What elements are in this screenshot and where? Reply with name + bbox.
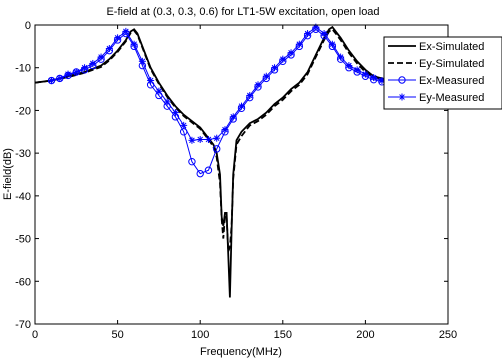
legend: Ex-Simulated Ey-Simulated Ex-Measured Ey-Me… bbox=[383, 36, 502, 110]
y-tick-label: -20 bbox=[15, 105, 31, 117]
data-point-ey-measured bbox=[97, 53, 105, 61]
x-tick-label: 50 bbox=[111, 329, 123, 341]
data-point-ey-measured bbox=[337, 53, 345, 61]
x-tick-label: 0 bbox=[32, 329, 38, 341]
data-point-ey-measured bbox=[204, 135, 212, 143]
y-tick-label: -70 bbox=[15, 319, 31, 331]
data-point-ey-measured bbox=[48, 77, 56, 85]
x-tick-label: 100 bbox=[191, 329, 209, 341]
legend-label-ex-simulated: Ex-Simulated bbox=[419, 41, 484, 53]
y-tick-label: 0 bbox=[25, 20, 31, 32]
data-point-ey-measured bbox=[279, 55, 287, 63]
data-point-ey-measured bbox=[320, 30, 328, 38]
x-axis-label: Frequency(MHz) bbox=[200, 346, 282, 358]
data-point-ey-measured bbox=[188, 136, 196, 144]
data-point-ey-measured bbox=[361, 70, 369, 78]
y-tick-label: -40 bbox=[15, 191, 31, 203]
data-point-ey-measured bbox=[262, 72, 270, 80]
axes-box bbox=[34, 24, 449, 325]
legend-label-ex-measured: Ex-Measured bbox=[419, 75, 484, 87]
data-point-ey-measured bbox=[287, 49, 295, 57]
y-tick-label: -60 bbox=[15, 276, 31, 288]
y-tick-label: -50 bbox=[15, 234, 31, 246]
data-point-ey-measured bbox=[271, 64, 279, 72]
legend-marker-ex-measured bbox=[398, 76, 406, 84]
data-point-ex-measured bbox=[188, 157, 196, 166]
legend-label-ey-simulated: Ey-Simulated bbox=[419, 58, 484, 70]
data-point-ex-measured bbox=[213, 145, 221, 153]
data-point-ey-measured bbox=[221, 126, 229, 134]
data-point-ey-measured bbox=[180, 121, 188, 129]
data-point-ey-measured bbox=[238, 102, 245, 110]
data-point-ey-measured bbox=[254, 81, 262, 89]
data-point-ey-measured bbox=[122, 27, 130, 35]
data-point-ey-measured bbox=[72, 68, 80, 76]
data-point-ey-measured bbox=[64, 70, 72, 78]
y-tick-label: -10 bbox=[15, 63, 31, 75]
data-point-ey-measured bbox=[89, 59, 97, 67]
x-axis: 0 50 100 150 200 250 bbox=[32, 25, 457, 341]
data-point-ey-measured bbox=[229, 113, 237, 121]
x-tick-label: 250 bbox=[439, 329, 457, 341]
data-point-ey-measured bbox=[163, 98, 171, 106]
data-point-ey-measured bbox=[196, 135, 204, 143]
x-tick-label: 200 bbox=[356, 329, 374, 341]
data-point-ey-measured bbox=[328, 40, 336, 48]
data-point-ey-measured bbox=[171, 109, 179, 117]
data-point-ey-measured bbox=[147, 77, 155, 85]
data-point-ex-measured bbox=[204, 166, 213, 174]
data-point-ey-measured bbox=[246, 91, 254, 99]
y-tick-label: -30 bbox=[15, 148, 31, 160]
data-point-ey-measured bbox=[130, 40, 138, 48]
chart-title: E-field at (0.3, 0.3, 0.6) for LT1-5W ex… bbox=[106, 6, 379, 18]
data-point-ey-measured bbox=[353, 66, 361, 74]
data-point-ey-measured bbox=[138, 57, 146, 65]
series-layer bbox=[34, 23, 399, 298]
data-point-ey-measured bbox=[213, 134, 221, 142]
data-point-ey-measured bbox=[304, 30, 312, 38]
plot-area bbox=[35, 25, 448, 324]
legend-marker-ey-measured bbox=[398, 93, 406, 101]
data-point-ey-measured bbox=[155, 87, 163, 95]
data-point-ey-measured bbox=[81, 64, 89, 72]
data-point-ex-measured bbox=[196, 169, 204, 178]
series-line-ex-measured bbox=[51, 28, 391, 175]
data-point-ey-measured bbox=[370, 74, 378, 82]
data-point-ey-measured bbox=[105, 44, 113, 52]
legend-label-ey-measured: Ey-Measured bbox=[419, 92, 484, 104]
y-axis-label: E-field(dB) bbox=[2, 148, 14, 200]
data-point-ey-measured bbox=[345, 62, 353, 70]
y-axis: 0 -10 -20 -30 -40 -50 -60 -70 bbox=[15, 20, 448, 331]
data-point-ey-measured bbox=[56, 74, 64, 82]
x-tick-label: 150 bbox=[274, 329, 292, 341]
data-point-ey-measured bbox=[114, 34, 122, 42]
series-line-ey-simulated bbox=[34, 28, 399, 252]
data-point-ey-measured bbox=[295, 40, 303, 48]
